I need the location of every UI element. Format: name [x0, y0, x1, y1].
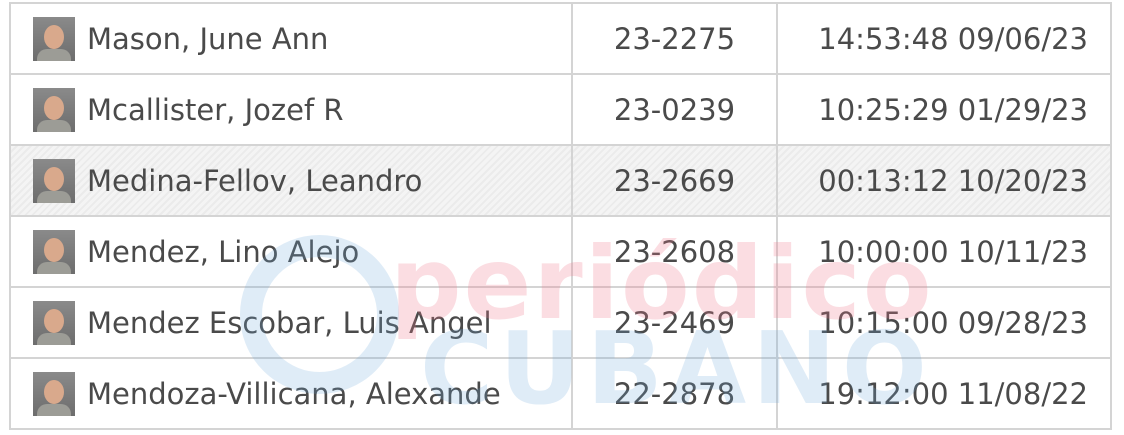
mugshot-thumbnail[interactable]	[33, 158, 75, 203]
table-row[interactable]: Mason, June Ann 23-2275 14:53:48 09/06/2…	[9, 2, 1112, 75]
booking-datetime: 00:13:12 10/20/23	[776, 144, 1112, 217]
inmate-table: Mason, June Ann 23-2275 14:53:48 09/06/2…	[9, 2, 1112, 430]
mugshot-thumbnail[interactable]	[33, 16, 75, 61]
booking-number: 23-2669	[571, 144, 778, 217]
table-row[interactable]: Mendez, Lino Alejo 23-2608 10:00:00 10/1…	[9, 215, 1112, 288]
inmate-name-link[interactable]: Mendez Escobar, Luis Angel	[87, 305, 492, 340]
mugshot-thumbnail[interactable]	[33, 371, 75, 416]
inmate-name-link[interactable]: Mcallister, Jozef R	[87, 92, 344, 127]
table-row[interactable]: Mendoza-Villicana, Alexande 22-2878 19:1…	[9, 357, 1112, 430]
booking-datetime: 10:15:00 09/28/23	[776, 286, 1112, 359]
inmate-name-link[interactable]: Mendez, Lino Alejo	[87, 234, 360, 269]
booking-number: 22-2878	[571, 357, 778, 430]
booking-number: 23-2608	[571, 215, 778, 288]
booking-datetime: 10:25:29 01/29/23	[776, 73, 1112, 146]
inmate-name-link[interactable]: Mendoza-Villicana, Alexande	[87, 376, 501, 411]
name-cell: Medina-Fellov, Leandro	[9, 144, 573, 217]
booking-datetime: 14:53:48 09/06/23	[776, 2, 1112, 75]
booking-datetime: 10:00:00 10/11/23	[776, 215, 1112, 288]
booking-number: 23-2469	[571, 286, 778, 359]
booking-datetime: 19:12:00 11/08/22	[776, 357, 1112, 430]
mugshot-thumbnail[interactable]	[33, 300, 75, 345]
booking-number: 23-2275	[571, 2, 778, 75]
name-cell: Mendoza-Villicana, Alexande	[9, 357, 573, 430]
name-cell: Mendez Escobar, Luis Angel	[9, 286, 573, 359]
name-cell: Mason, June Ann	[9, 2, 573, 75]
table-row[interactable]: Mcallister, Jozef R 23-0239 10:25:29 01/…	[9, 73, 1112, 146]
inmate-name-link[interactable]: Medina-Fellov, Leandro	[87, 163, 423, 198]
table-row[interactable]: Mendez Escobar, Luis Angel 23-2469 10:15…	[9, 286, 1112, 359]
table-row[interactable]: Medina-Fellov, Leandro 23-2669 00:13:12 …	[9, 144, 1112, 217]
name-cell: Mendez, Lino Alejo	[9, 215, 573, 288]
inmate-name-link[interactable]: Mason, June Ann	[87, 21, 329, 56]
mugshot-thumbnail[interactable]	[33, 87, 75, 132]
name-cell: Mcallister, Jozef R	[9, 73, 573, 146]
mugshot-thumbnail[interactable]	[33, 229, 75, 274]
booking-number: 23-0239	[571, 73, 778, 146]
